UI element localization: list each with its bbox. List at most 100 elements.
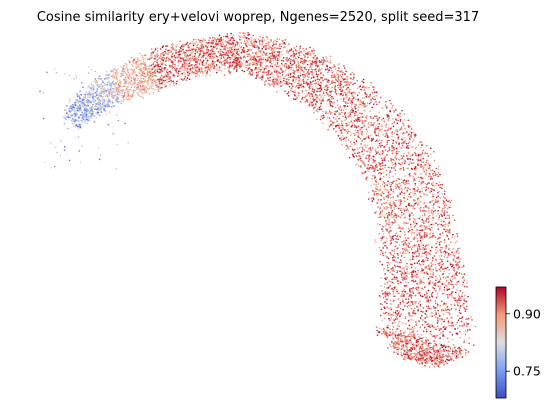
scatter-point [298, 49, 301, 51]
scatter-point [458, 265, 461, 268]
scatter-point [359, 129, 361, 131]
scatter-point [442, 344, 444, 347]
scatter-point [360, 103, 362, 106]
scatter-point [379, 206, 382, 209]
scatter-point [342, 115, 344, 118]
scatter-point [367, 198, 370, 200]
scatter-point [443, 210, 446, 212]
scatter-point [392, 331, 394, 333]
scatter-point [394, 240, 397, 243]
scatter-point [447, 359, 450, 361]
scatter-point [431, 234, 434, 237]
scatter-point [447, 214, 449, 217]
scatter-point [416, 338, 419, 341]
scatter-point [412, 270, 415, 272]
scatter-point [430, 153, 432, 156]
scatter-point [391, 211, 393, 214]
scatter-point [381, 290, 383, 292]
scatter-point [339, 85, 341, 88]
scatter-point [269, 76, 271, 79]
scatter-point [400, 191, 403, 193]
scatter-point [406, 155, 408, 157]
scatter-point [444, 307, 447, 310]
scatter-point [298, 82, 300, 84]
scatter-point [154, 72, 156, 74]
scatter-point [253, 59, 255, 62]
scatter-point [446, 211, 448, 213]
scatter-point [385, 311, 388, 314]
scatter-point [204, 65, 206, 67]
scatter-point [341, 73, 344, 76]
scatter-point [390, 254, 393, 256]
scatter-point [392, 342, 395, 345]
scatter-point [366, 114, 368, 117]
scatter-point [380, 308, 383, 311]
scatter-point [287, 72, 290, 74]
scatter-point [319, 86, 322, 88]
scatter-point [394, 169, 397, 172]
scatter-point [396, 261, 399, 264]
scatter-point [266, 51, 268, 54]
scatter-point [367, 134, 370, 137]
scatter-point [424, 164, 427, 166]
scatter-point [417, 202, 420, 205]
scatter-point [342, 98, 345, 100]
scatter-point [452, 283, 454, 286]
scatter-point [418, 359, 420, 362]
scatter-point [245, 66, 247, 68]
scatter-point [108, 80, 111, 83]
scatter-point [78, 115, 81, 117]
scatter-point [386, 306, 389, 309]
scatter-point [133, 58, 136, 61]
scatter-point [386, 141, 389, 144]
scatter-point [212, 42, 214, 45]
scatter-point [442, 330, 445, 332]
scatter-point [438, 206, 441, 209]
scatter-point [265, 47, 268, 49]
scatter-point [420, 344, 422, 347]
scatter-point [341, 80, 343, 82]
scatter-point [170, 54, 173, 57]
scatter-point [114, 76, 116, 79]
scatter-point [439, 255, 441, 257]
scatter-point [122, 72, 125, 74]
scatter-point [165, 78, 167, 80]
scatter-point [411, 272, 413, 274]
scatter-point [191, 71, 194, 74]
scatter-point [421, 268, 423, 270]
scatter-point [425, 172, 428, 174]
scatter-point [142, 87, 145, 89]
scatter-point [385, 330, 388, 332]
scatter-point [422, 220, 425, 222]
scatter-point [162, 45, 164, 47]
scatter-point [436, 325, 439, 327]
scatter-point [434, 263, 437, 266]
scatter-point [403, 124, 405, 127]
scatter-point [338, 67, 340, 69]
scatter-point [435, 279, 437, 282]
scatter-point [338, 117, 340, 120]
scatter-point [131, 93, 133, 95]
scatter-point [287, 91, 290, 93]
scatter-point [397, 215, 400, 217]
scatter-point [454, 348, 456, 350]
scatter-point [380, 194, 383, 197]
scatter-point [265, 67, 268, 70]
scatter-point [148, 88, 151, 90]
scatter-point [408, 342, 411, 344]
scatter-point [405, 243, 408, 246]
scatter-point [447, 349, 449, 352]
scatter-point [266, 60, 268, 62]
scatter-point [186, 57, 188, 60]
scatter-point [88, 93, 91, 96]
scatter-point [427, 325, 430, 328]
scatter-point [405, 209, 408, 211]
scatter-point [467, 322, 470, 325]
scatter-point [248, 33, 251, 36]
scatter-point [444, 277, 447, 279]
scatter-point [344, 91, 346, 94]
scatter-point [264, 58, 267, 61]
scatter-point [196, 58, 198, 60]
scatter-point [155, 84, 157, 87]
scatter-point [429, 178, 432, 180]
